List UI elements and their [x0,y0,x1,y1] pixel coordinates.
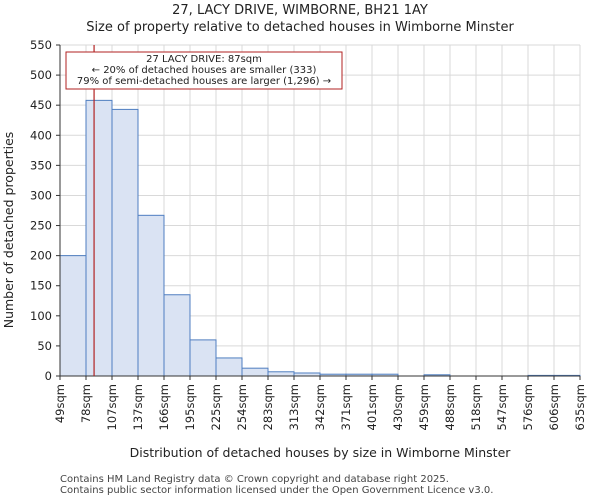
x-tick-label: 606sqm [547,384,561,430]
annotation-line-1: 27 LACY DRIVE: 87sqm [146,54,262,65]
x-tick-label: 313sqm [287,384,301,430]
x-tick-label: 283sqm [261,384,275,430]
y-tick-label: 400 [30,128,52,142]
histogram-bar [267,371,295,377]
footer-line-1: Contains HM Land Registry data © Crown c… [60,474,449,485]
x-tick-label: 166sqm [157,384,171,430]
x-tick-label: 254sqm [235,384,249,430]
y-tick-label: 200 [30,249,52,263]
x-tick-label: 576sqm [521,384,535,430]
y-tick-label: 500 [30,68,52,82]
y-axis-label: Number of detached properties [1,132,16,329]
x-tick-label: 107sqm [105,384,119,430]
y-tick-label: 250 [30,219,52,233]
histogram-bar [85,99,113,377]
annotation-line-3: 79% of semi-detached houses are larger (… [77,76,331,87]
y-tick-label: 50 [37,339,52,353]
y-tick-label: 100 [30,309,52,323]
x-tick-label: 137sqm [131,384,145,430]
x-tick-label: 195sqm [183,384,197,430]
y-tick-label: 150 [30,279,52,293]
histogram-bar [163,294,191,377]
x-tick-label: 518sqm [469,384,483,430]
chart-title: 27, LACY DRIVE, WIMBORNE, BH21 1AY [172,3,428,18]
x-tick-label: 459sqm [417,384,431,430]
histogram-bar [215,357,243,377]
histogram-bar [111,108,139,377]
x-tick-label: 225sqm [209,384,223,430]
x-tick-label: 371sqm [339,384,353,430]
y-tick-label: 300 [30,188,52,202]
annotation-line-2: ← 20% of detached houses are smaller (33… [92,65,317,76]
footer-line-2: Contains public sector information licen… [60,485,494,496]
x-tick-label: 635sqm [573,384,587,430]
x-tick-label: 547sqm [495,384,509,430]
x-axis-label: Distribution of detached houses by size … [130,445,512,460]
y-tick-label: 350 [30,158,52,172]
chart-subtitle: Size of property relative to detached ho… [86,20,514,35]
histogram-bar [59,255,87,377]
histogram-bar [189,339,217,377]
x-tick-label: 430sqm [391,384,405,430]
y-tick-label: 0 [45,369,52,383]
x-tick-label: 78sqm [79,384,93,423]
x-tick-label: 488sqm [443,384,457,430]
x-tick-label: 401sqm [365,384,379,430]
x-tick-label: 342sqm [313,384,327,430]
histogram-bar [241,367,269,377]
y-tick-label: 550 [30,38,52,52]
x-tick-label: 49sqm [53,384,67,423]
histogram-bar [137,214,165,377]
y-tick-label: 450 [30,98,52,112]
annotation-box [65,51,343,90]
